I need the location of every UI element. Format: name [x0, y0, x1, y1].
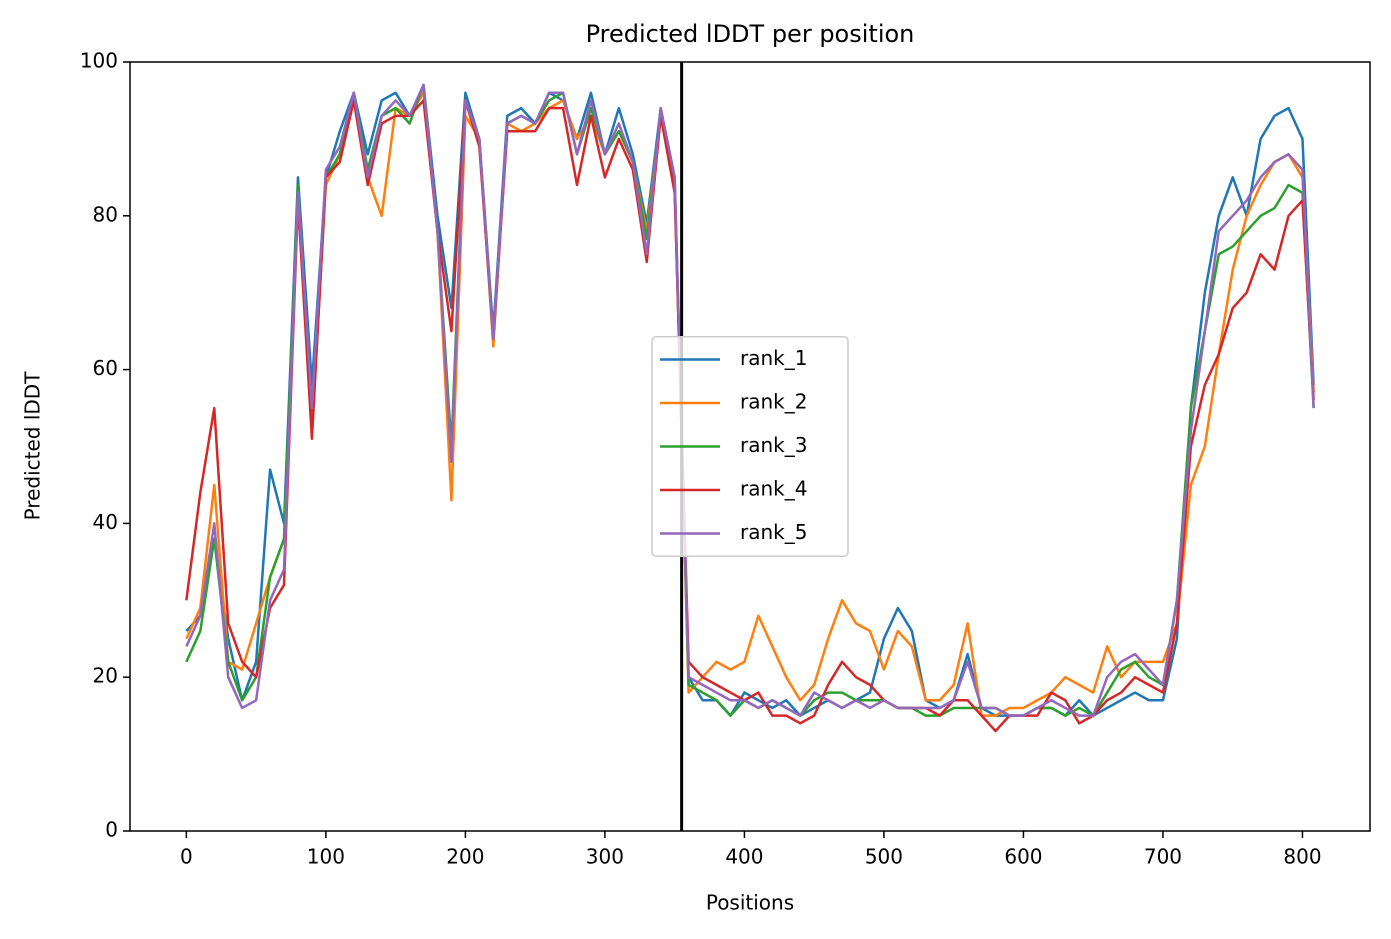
x-tick-label: 0 — [180, 845, 193, 869]
y-axis-label: Predicted lDDT — [21, 371, 45, 521]
y-tick-label: 20 — [93, 664, 118, 688]
y-tick-label: 60 — [93, 356, 118, 380]
x-tick-label: 700 — [1144, 845, 1182, 869]
x-tick-label: 100 — [307, 845, 345, 869]
x-axis-label: Positions — [706, 891, 794, 915]
series-line — [185, 91, 1315, 717]
legend-label: rank_2 — [740, 390, 807, 414]
x-tick-label: 400 — [725, 845, 763, 869]
x-tick-label: 800 — [1283, 845, 1321, 869]
x-tick-label: 600 — [1004, 845, 1042, 869]
x-tick-label: 300 — [586, 845, 624, 869]
y-tick-label: 100 — [80, 49, 118, 73]
series-line — [185, 83, 1315, 717]
legend-label: rank_3 — [740, 433, 807, 457]
x-tick-label: 500 — [865, 845, 903, 869]
legend-label: rank_5 — [740, 520, 807, 544]
legend-label: rank_1 — [740, 346, 807, 370]
y-tick-label: 40 — [93, 510, 118, 534]
legend-label: rank_4 — [740, 477, 807, 501]
legend-box — [651, 336, 849, 557]
chart-title: Predicted lDDT per position — [586, 20, 915, 48]
y-tick-label: 0 — [105, 818, 118, 842]
y-tick-label: 80 — [93, 202, 118, 226]
series-line — [185, 99, 1315, 733]
x-tick-label: 200 — [446, 845, 484, 869]
plot-frame — [129, 61, 1371, 832]
